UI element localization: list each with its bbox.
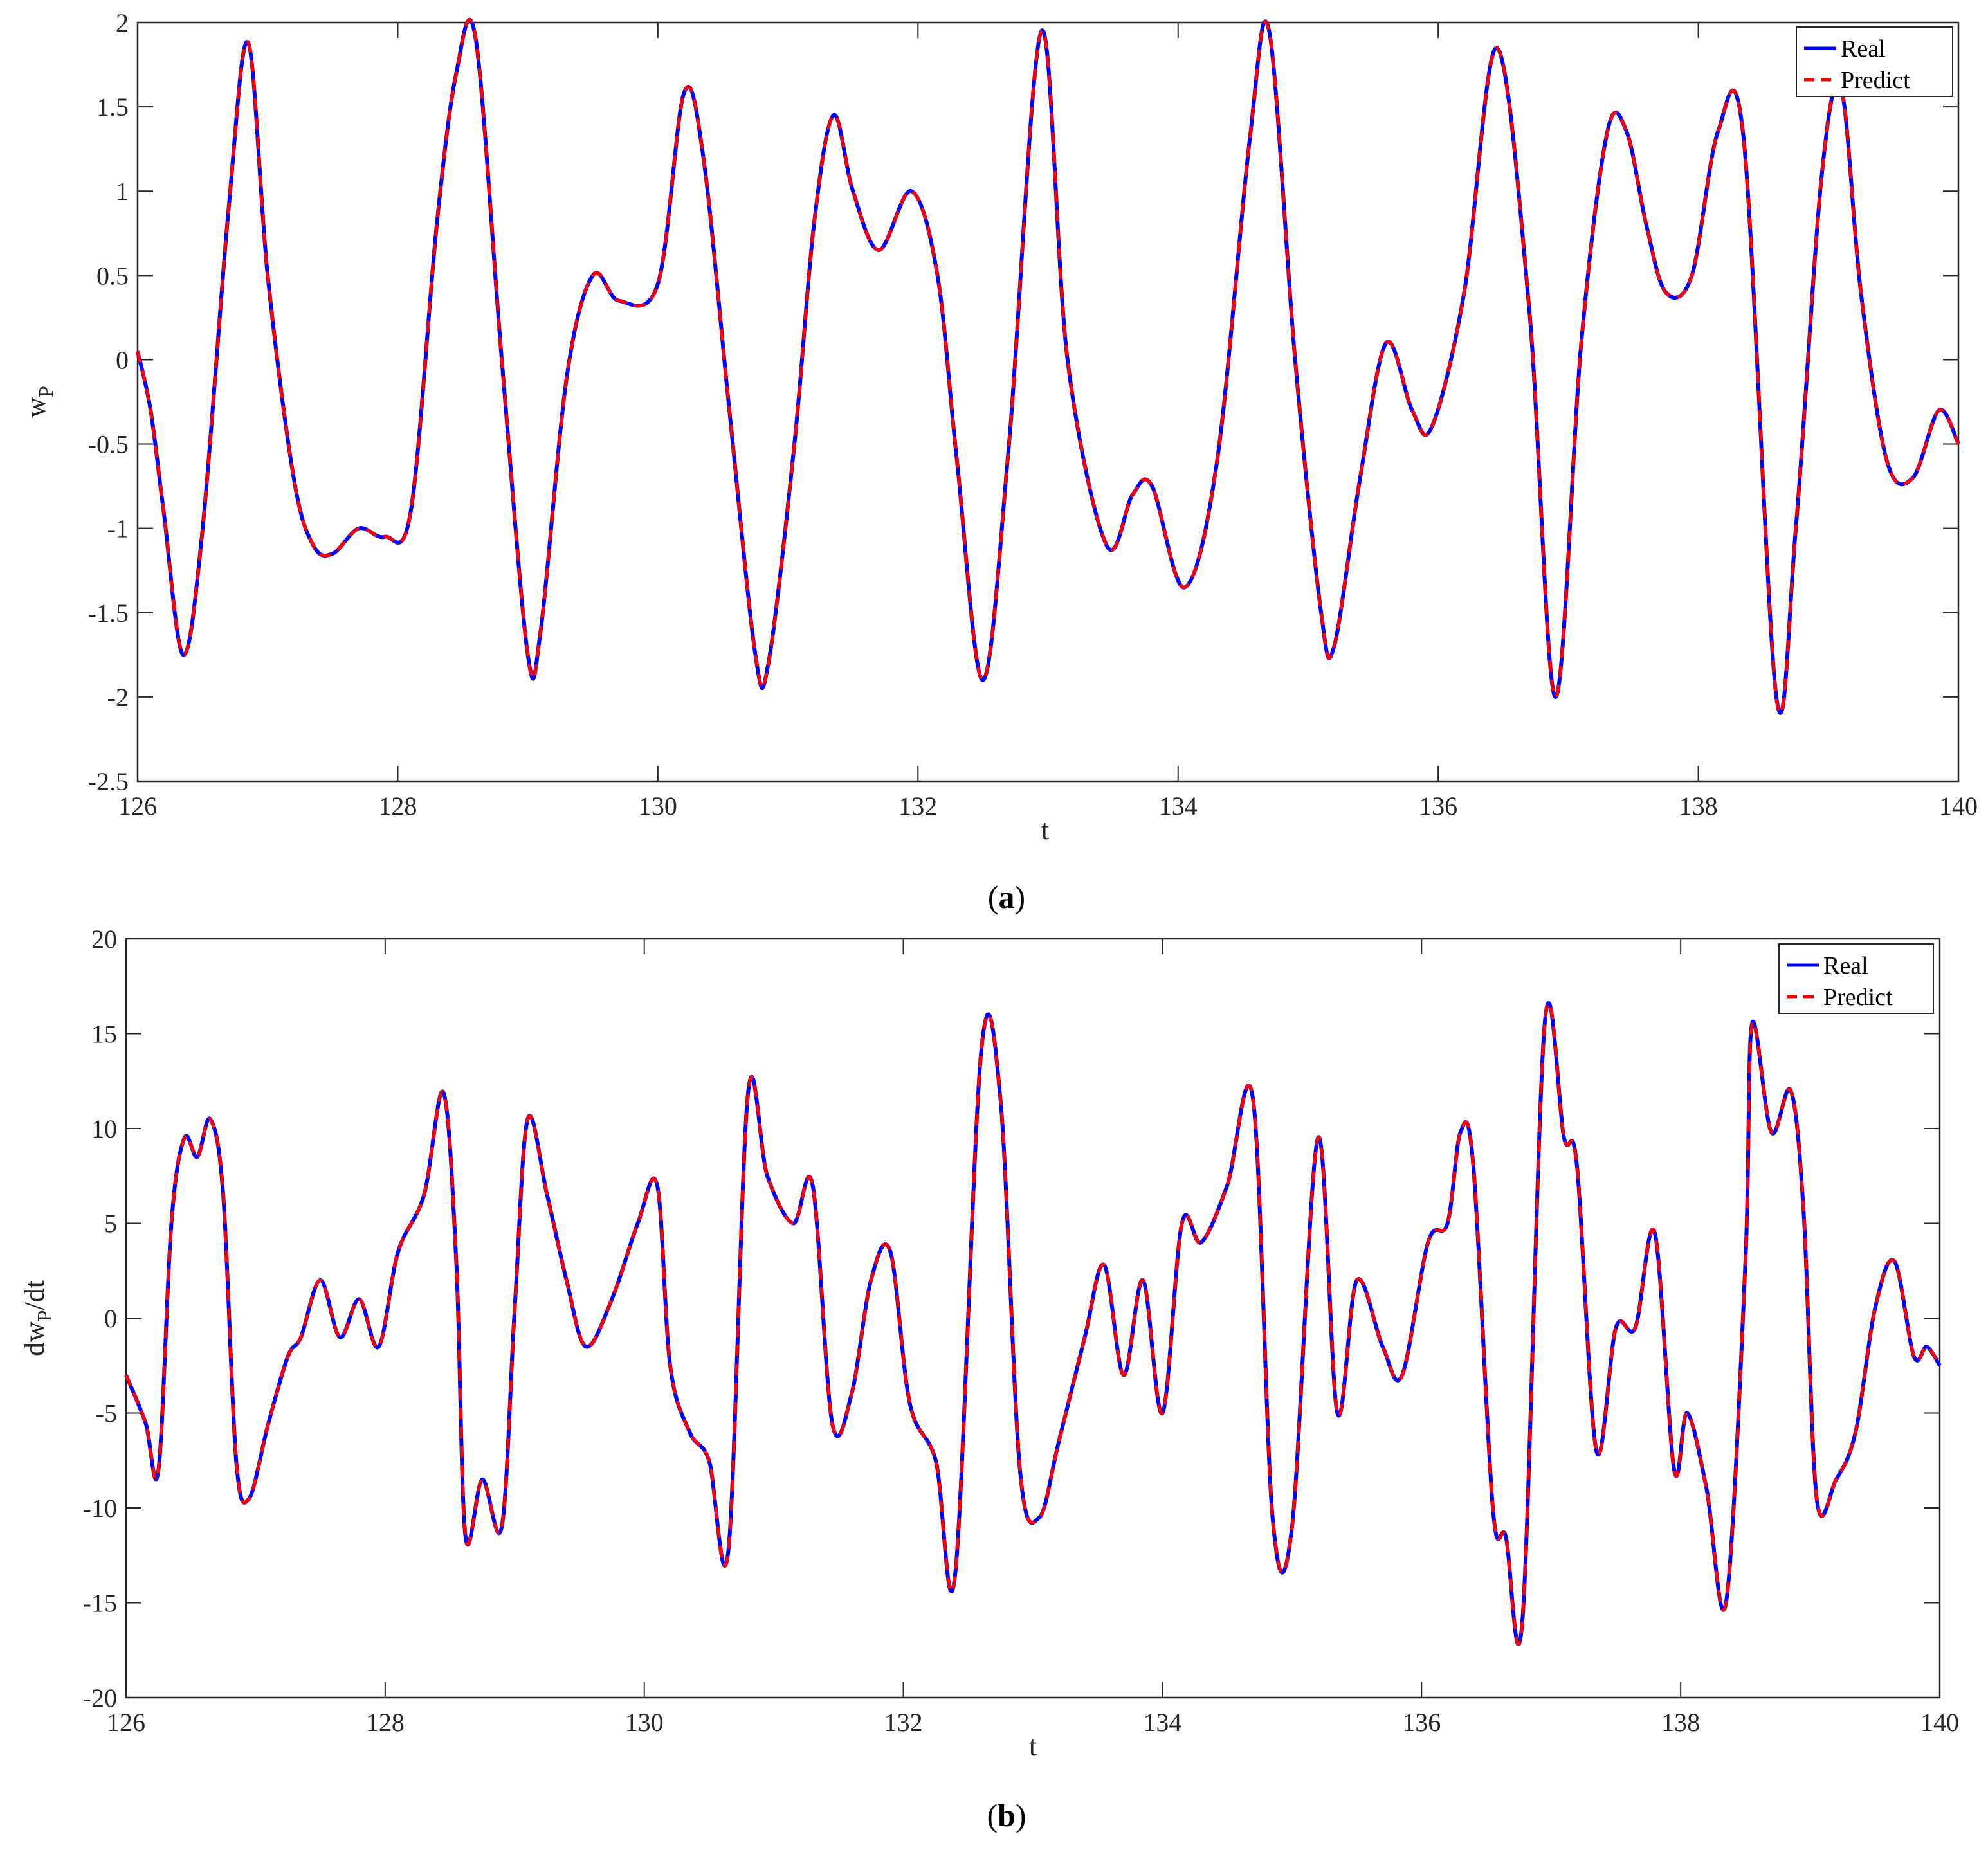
x-tick-label-b: 126: [107, 1708, 145, 1737]
panel-caption-letter-a: a: [999, 879, 1015, 915]
y-tick-label-a: -1: [107, 514, 129, 543]
panel-caption-letter-b: b: [998, 1797, 1016, 1833]
y-tick-label-b: 20: [91, 925, 117, 954]
x-axis-label-b: t: [1029, 1730, 1037, 1762]
x-tick-label-b: 140: [1920, 1708, 1959, 1737]
x-tick-label-a: 140: [1939, 792, 1978, 821]
x-tick-label-a: 128: [378, 792, 417, 821]
y-tick-label-a: -1.5: [88, 599, 129, 628]
series-a: [136, 17, 1960, 715]
legend-label-predict-b: Predict: [1823, 984, 1893, 1011]
x-tick-label-a: 126: [118, 792, 157, 821]
legend-box-a: [1796, 26, 1953, 97]
panel-caption-close-b: ): [1016, 1797, 1026, 1833]
panel-caption-close-a: ): [1015, 879, 1026, 915]
y-tick-label-a: -2.5: [88, 767, 129, 796]
series-line-predict-a: [136, 18, 1960, 715]
y-tick-label-a: -2: [107, 683, 129, 712]
legend-box-b: [1778, 943, 1934, 1014]
plot-area-a: [136, 21, 1960, 783]
y-tick-label-b: -10: [83, 1494, 117, 1523]
x-tick-label-b: 134: [1143, 1708, 1181, 1737]
y-tick-label-b: 15: [91, 1020, 117, 1049]
plot-area-b: [125, 938, 1941, 1699]
y-axis-label-sub-a: P: [34, 386, 57, 397]
y-axis-label-main-b: dw: [19, 1321, 50, 1356]
y-ticks-a: -2.5 -2 -1.5 -1 -0.5 0 0.5 1 1.5 2: [88, 8, 1958, 796]
x-tick-label-b: 136: [1402, 1708, 1441, 1737]
x-tick-label-a: 132: [898, 792, 937, 821]
y-tick-label-b: 5: [104, 1210, 117, 1238]
panel-caption-open-b: (: [987, 1797, 998, 1833]
y-axis-label-b: dwP/dt: [19, 1280, 56, 1356]
x-tick-label-a: 138: [1679, 792, 1718, 821]
x-tick-label-a: 130: [639, 792, 677, 821]
x-ticks-a: 126 128 130 132 134 136 138 140: [118, 23, 1978, 821]
legend-a: Real Predict: [1796, 26, 1953, 97]
y-tick-label-b: -15: [83, 1589, 117, 1618]
y-axis-label-a: wP: [20, 386, 57, 418]
x-tick-label-a: 136: [1419, 792, 1457, 821]
x-tick-label-b: 138: [1661, 1708, 1700, 1737]
y-tick-label-a: 2: [116, 8, 129, 37]
y-axis-label-sub-b: P: [33, 1310, 56, 1321]
y-tick-label-a: -0.5: [88, 430, 129, 459]
y-axis-label-suffix-b: /dt: [19, 1280, 50, 1310]
panel-caption-a: (a): [988, 879, 1025, 915]
y-axis-label-main-a: w: [20, 397, 51, 418]
panel-b: -20 -15 -10 -5 0 5 10 15 20 126 128 130 132 134 136 13…: [19, 925, 1959, 1833]
x-tick-label-b: 132: [884, 1708, 923, 1737]
x-ticks-b: 126 128 130 132 134 136 138 140: [107, 939, 1959, 1737]
legend-label-predict-a: Predict: [1841, 67, 1910, 94]
series-b: [124, 1001, 1942, 1646]
y-tick-label-a: 0: [116, 345, 129, 374]
y-tick-label-b: -5: [96, 1399, 117, 1428]
legend-b: Real Predict: [1778, 943, 1934, 1014]
x-tick-label-b: 130: [625, 1708, 664, 1737]
y-tick-label-b: 0: [104, 1304, 117, 1333]
legend-label-real-a: Real: [1841, 35, 1886, 62]
y-tick-label-a: 1: [116, 177, 129, 206]
series-line-predict-b: [124, 1001, 1942, 1646]
legend-label-real-b: Real: [1823, 952, 1868, 979]
panel-a: -2.5 -2 -1.5 -1 -0.5 0 0.5 1 1.5 2 126 128 130 132 13…: [20, 8, 1978, 915]
x-axis-label-a: t: [1041, 814, 1049, 846]
panel-caption-open-a: (: [988, 879, 999, 915]
y-tick-label-a: 0.5: [96, 261, 129, 290]
y-tick-label-a: 1.5: [96, 93, 129, 122]
y-tick-label-b: 10: [91, 1114, 117, 1143]
y-tick-label-b: -20: [83, 1683, 117, 1712]
x-tick-label-a: 134: [1159, 792, 1198, 821]
x-tick-label-b: 128: [366, 1708, 405, 1737]
y-ticks-b: -20 -15 -10 -5 0 5 10 15 20: [83, 925, 1940, 1712]
panel-caption-b: (b): [987, 1797, 1026, 1833]
